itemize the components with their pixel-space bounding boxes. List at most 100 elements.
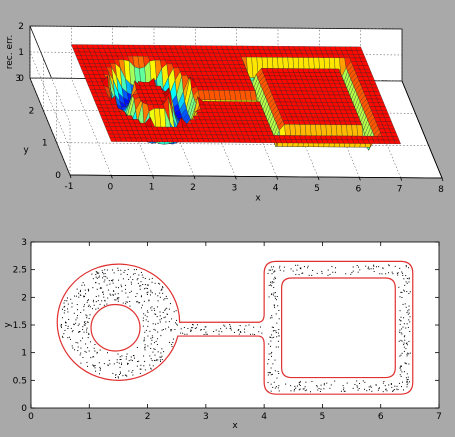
- scatter-point: [75, 295, 77, 297]
- scatter-point: [150, 343, 152, 345]
- scatter-point: [70, 298, 72, 300]
- scatter-point: [165, 328, 167, 330]
- scatter-point: [97, 300, 99, 302]
- scatter-point: [120, 372, 122, 374]
- scatter-point: [165, 295, 167, 297]
- scatter-point: [154, 354, 156, 356]
- scatter-point: [290, 385, 292, 387]
- scatter-point: [223, 324, 225, 326]
- scatter-point: [275, 332, 277, 334]
- scatter-point: [117, 300, 119, 302]
- scatter-point: [118, 362, 120, 364]
- scatter-point: [76, 288, 78, 290]
- scatter-point: [147, 335, 149, 337]
- scatter-point: [398, 331, 400, 333]
- scatter-point: [270, 383, 272, 385]
- scatter-point: [271, 273, 273, 275]
- scatter-point: [269, 269, 271, 271]
- x-tick-mark: [193, 175, 196, 180]
- scatter-point: [269, 372, 271, 374]
- scatter-point: [269, 336, 271, 338]
- scatter-point: [86, 365, 88, 367]
- scatter-point: [290, 268, 292, 270]
- scatter-point: [405, 363, 407, 365]
- scatter-point: [159, 292, 161, 294]
- scatter-point: [391, 271, 393, 273]
- scatter-point: [127, 363, 129, 365]
- scatter-point: [405, 327, 407, 329]
- y-tick-label: 3: [21, 238, 27, 248]
- scatter-point: [364, 381, 366, 383]
- scatter-point: [143, 340, 145, 342]
- scatter-point: [60, 323, 62, 325]
- scatter-point: [267, 363, 269, 365]
- scatter-point: [239, 330, 241, 332]
- scatter-point: [120, 359, 122, 361]
- scatter-point: [152, 337, 154, 339]
- scatter-point: [183, 327, 185, 329]
- scatter-point: [134, 273, 136, 275]
- scatter-point: [271, 285, 273, 287]
- scatter-point: [237, 329, 239, 331]
- scatter-point: [86, 329, 88, 331]
- scatter-point: [401, 352, 403, 354]
- scatter-point: [145, 287, 147, 289]
- scatter-point: [153, 342, 155, 344]
- scatter-point: [144, 347, 146, 349]
- scatter-point: [93, 356, 95, 358]
- scatter-point: [146, 284, 148, 286]
- scatter-point: [270, 353, 272, 355]
- scatter-point: [150, 368, 152, 370]
- grid-line: [56, 142, 429, 146]
- scatter-point: [352, 266, 354, 268]
- scatter-point: [148, 300, 150, 302]
- scatter-point: [156, 359, 158, 361]
- scatter-point: [85, 343, 87, 345]
- scatter-point: [76, 309, 78, 311]
- scatter-point: [83, 324, 85, 326]
- scatter-point: [293, 388, 295, 390]
- x-tick-label: 7: [436, 412, 442, 422]
- scatter-point: [87, 321, 89, 323]
- scatter-point: [140, 285, 142, 287]
- scatter-point: [405, 306, 407, 308]
- x-tick-label: 5: [314, 184, 320, 194]
- scatter-point: [84, 295, 86, 297]
- x-tick-mark: [276, 176, 279, 180]
- scatter-point: [270, 390, 272, 392]
- scatter-point: [136, 301, 138, 303]
- scatter-point: [140, 307, 142, 309]
- x-right-edge: [401, 80, 443, 179]
- scatter-point: [80, 352, 82, 354]
- inner-square-boundary: [281, 277, 396, 379]
- scatter-point: [157, 351, 159, 353]
- scatter-point: [87, 299, 89, 301]
- scatter-point: [359, 269, 361, 271]
- scatter-point: [145, 329, 147, 331]
- scatter-point: [133, 355, 135, 357]
- scatter-point: [373, 271, 375, 273]
- scatter-point: [147, 291, 149, 293]
- scatter-point: [267, 272, 269, 274]
- scatter-point: [153, 359, 155, 361]
- scatter-point: [101, 300, 103, 302]
- scatter-point: [171, 318, 173, 320]
- scatter-point: [130, 359, 132, 361]
- scatter-point: [400, 291, 402, 293]
- scatter-point: [91, 273, 93, 275]
- scatter-point: [151, 281, 153, 283]
- scatter-point: [139, 368, 141, 370]
- scatter-point: [147, 325, 149, 327]
- scatter-point: [274, 370, 276, 372]
- scatter-point: [84, 324, 86, 326]
- scatter-point: [61, 326, 63, 328]
- scatter-point: [93, 304, 95, 306]
- scatter-point: [172, 341, 174, 343]
- scatter-point: [124, 284, 126, 286]
- scatter-point: [205, 326, 207, 328]
- x-tick-label: 2: [145, 412, 151, 422]
- scatter-point: [66, 297, 68, 299]
- scatter-point: [399, 319, 401, 321]
- scatter-point: [271, 326, 273, 328]
- scatter-point: [71, 306, 73, 308]
